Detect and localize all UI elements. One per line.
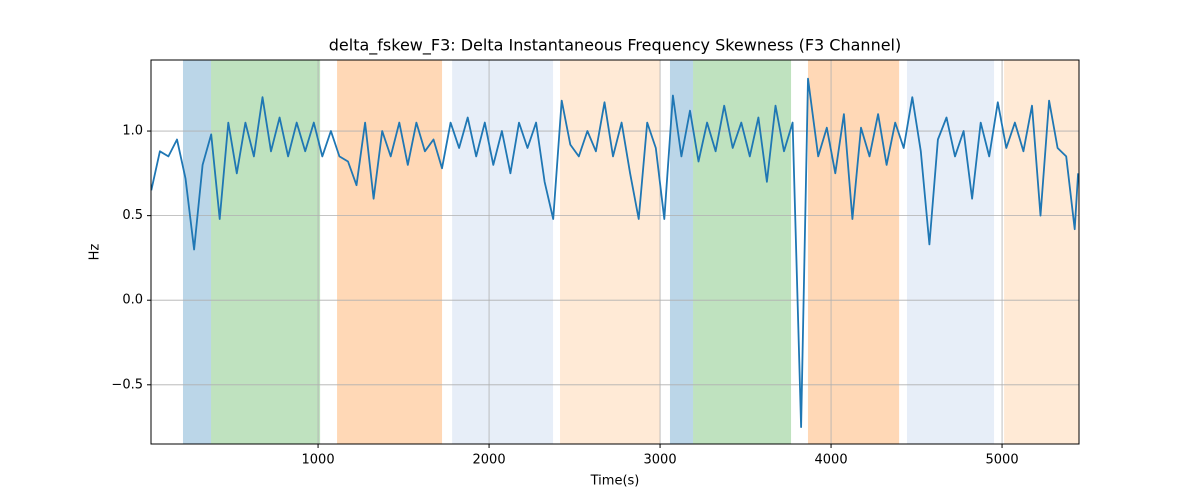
- y-axis-label: Hz: [88, 244, 103, 261]
- span: [182, 60, 212, 444]
- x-tick-label: 5000: [986, 453, 1019, 468]
- plot-frame: [150, 59, 1080, 445]
- chart-title: delta_fskew_F3: Delta Instantaneous Freq…: [329, 36, 901, 56]
- x-tick-label: 4000: [815, 453, 848, 468]
- line-series: [150, 77, 1079, 428]
- y-tick-label: 1.0: [122, 124, 143, 139]
- x-tick-label: 1000: [302, 453, 335, 468]
- span: [1004, 60, 1079, 444]
- span: [669, 60, 694, 444]
- x-tick-label: 2000: [473, 453, 506, 468]
- y-tick-label: 0.5: [122, 208, 143, 223]
- span: [693, 60, 792, 444]
- span: [337, 60, 443, 444]
- y-tick-label: −0.5: [111, 377, 143, 392]
- x-tick-label: 3000: [644, 453, 677, 468]
- span: [906, 60, 995, 444]
- span: [560, 60, 661, 444]
- x-axis-label: Time(s): [590, 474, 640, 489]
- y-tick-label: 0.0: [122, 293, 143, 308]
- span: [807, 60, 900, 444]
